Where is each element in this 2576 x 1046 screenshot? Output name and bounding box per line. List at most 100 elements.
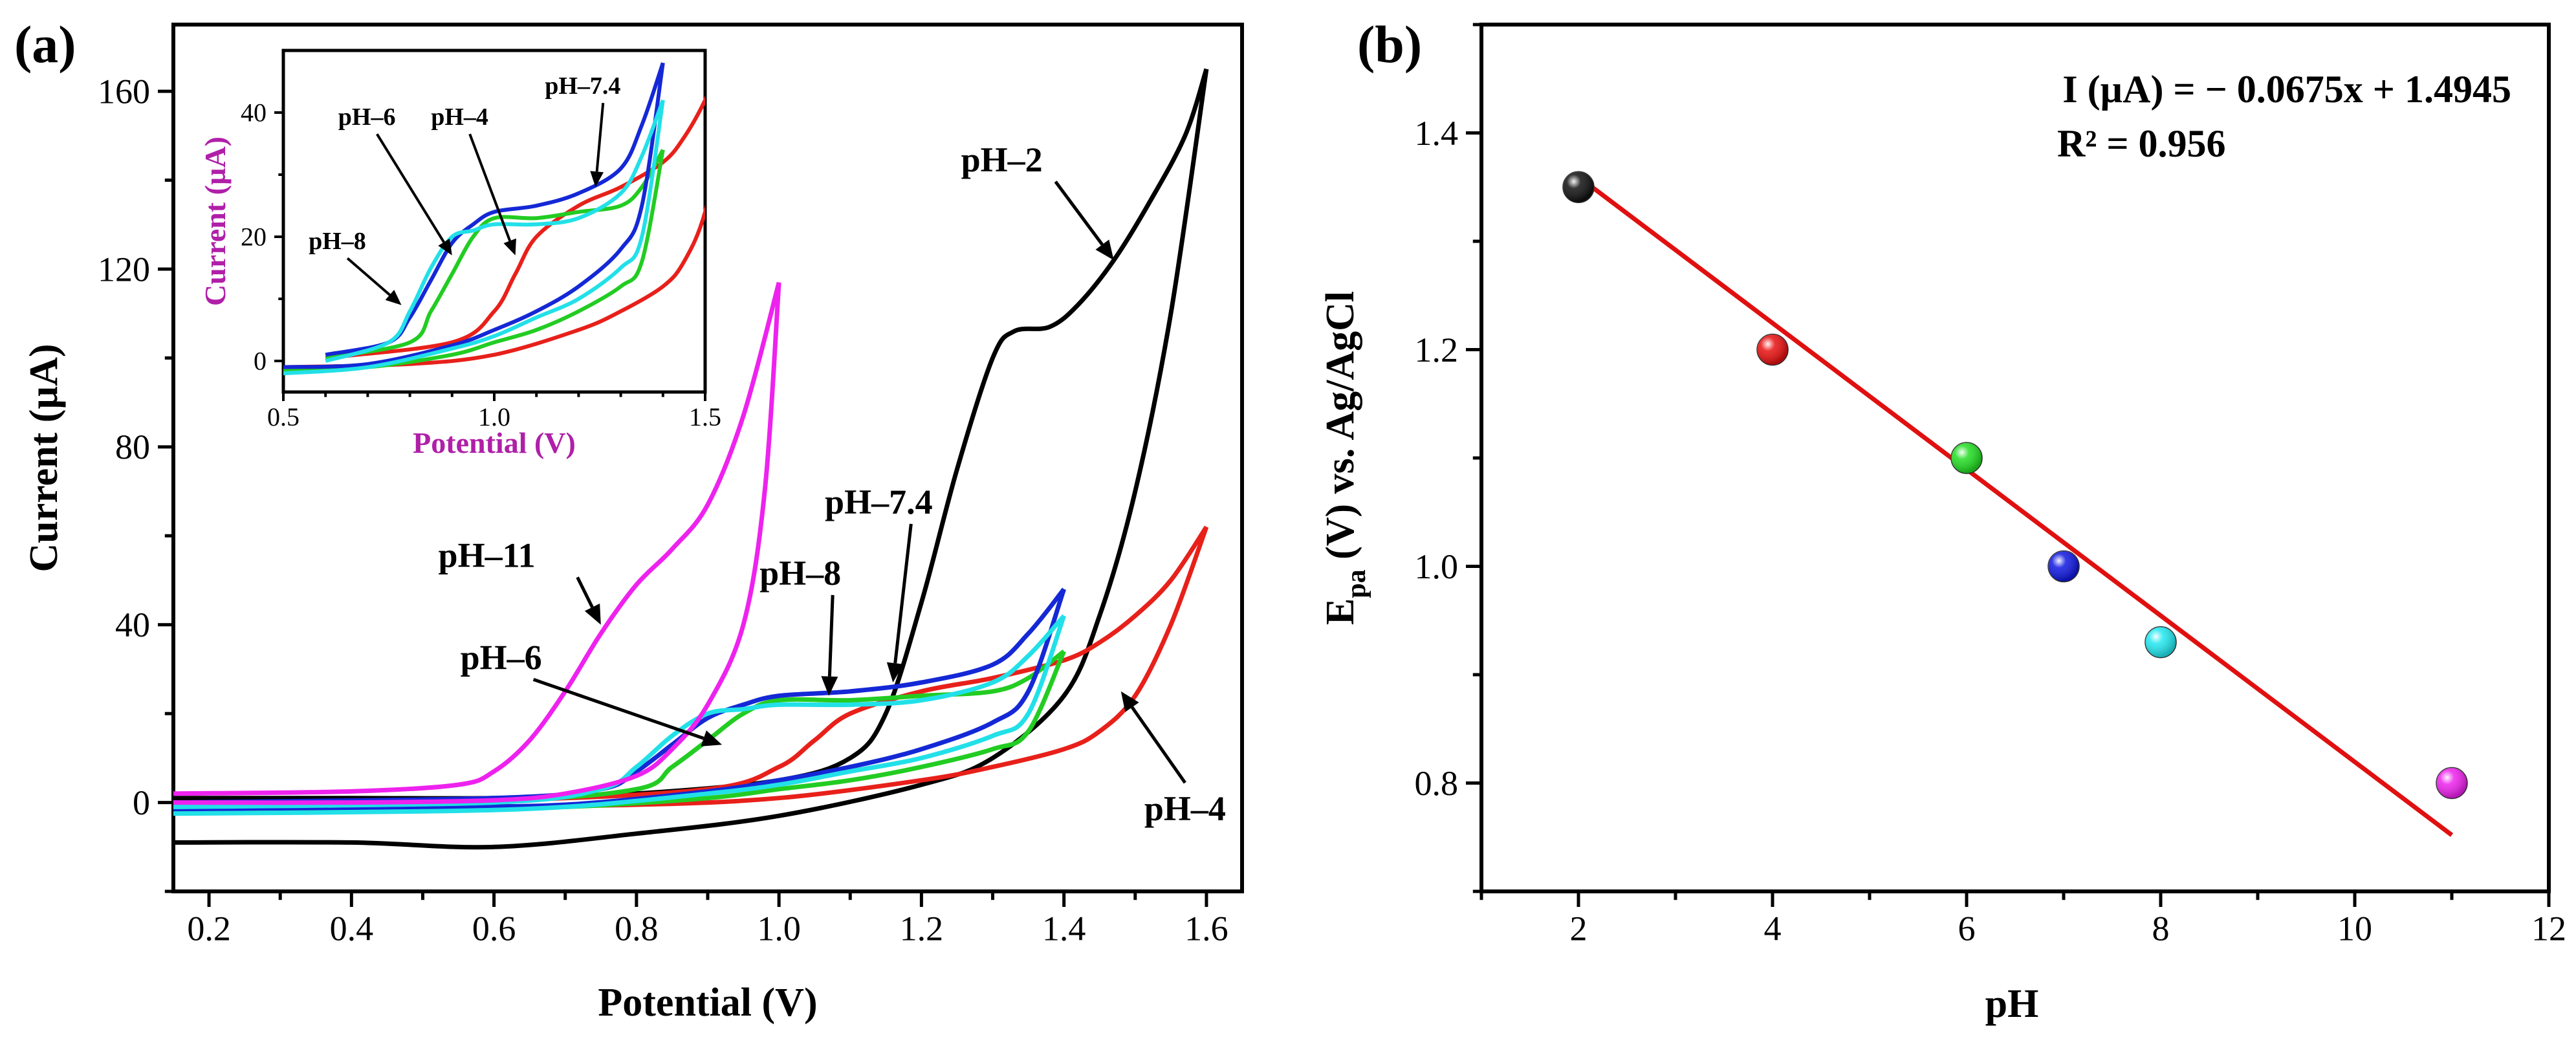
annotation-arrow-shaft: [595, 103, 605, 172]
annotation-arrow-head: [590, 171, 604, 188]
fit-equation: I (µA) = − 0.0675x + 1.4945: [2062, 68, 2511, 111]
cv-curve-pH-6-reverse: [173, 650, 1066, 814]
cv-annotation-label: pH–2: [961, 140, 1043, 179]
x-tick-label: 1.6: [1184, 909, 1228, 948]
y-tick-label: 120: [98, 250, 150, 289]
cv-curves: [173, 68, 1209, 850]
cv-annotation-label: pH–4: [1144, 789, 1226, 828]
cv-curve-pH-8-reverse: [173, 615, 1066, 816]
epa-y-label-main: E: [1318, 598, 1362, 625]
annotation-arrow-shaft: [468, 133, 512, 242]
inset-annotation-label: pH–4: [431, 104, 488, 131]
x-tick-label: 0.6: [472, 909, 516, 948]
annotation-arrow-head: [1120, 691, 1139, 712]
y-tick-label: 1.0: [1415, 547, 1459, 586]
data-point-shine: [1951, 442, 1982, 474]
inset-x-axis-label: Potential (V): [413, 426, 576, 459]
annotation-arrow-head: [438, 238, 452, 256]
cv-chart: 0.2 0.4 0.6 0.8 1.0 1.2 1.4 1.6 0 40 80 120 160 pH–2…: [22, 23, 1244, 1025]
y-tick-label: 20: [241, 223, 267, 252]
cv-y-axis-label: Current (µA): [22, 343, 66, 572]
x-tick-label: 4: [1764, 909, 1782, 948]
panel-a-label: (a): [14, 15, 76, 74]
inset-curve-pH-7.4-forward: [325, 62, 665, 357]
annotation-arrow-head: [701, 730, 723, 746]
annotation-arrow-head: [1095, 239, 1114, 261]
cv-annotations: pH–2 pH–11 pH–8 pH–7.4 pH–6 pH–4: [439, 140, 1226, 828]
cv-annotation-label: pH–11: [439, 536, 536, 574]
cv-annotation-label: pH–8: [759, 554, 841, 593]
cv-curve-pH-11-forward: [173, 281, 781, 796]
cv-curve-pH-11-reverse: [173, 282, 781, 805]
panel-b-label: (b): [1357, 15, 1422, 74]
cv-curve-pH-7.4-reverse: [173, 588, 1067, 812]
x-tick-label: 0.4: [330, 909, 374, 948]
x-tick-label: 8: [2152, 909, 2170, 948]
epa-y-label-sub: pa: [1342, 569, 1371, 598]
cv-axis-ticks: 0.2 0.4 0.6 0.8 1.0 1.2 1.4 1.6 0 40 80 120 160: [98, 72, 1228, 948]
annotation-arrow-shaft: [376, 133, 445, 243]
annotation-arrow-head: [584, 604, 601, 625]
y-tick-label: 1.4: [1415, 114, 1459, 153]
y-tick-label: 0.8: [1415, 764, 1459, 803]
x-tick-label: 1.4: [1042, 909, 1086, 948]
cv-curve-pH-4-forward: [173, 525, 1208, 805]
data-point-shine: [2436, 767, 2467, 799]
x-tick-label: 6: [1958, 909, 1976, 948]
inset-curve-pH-7.4-reverse: [283, 62, 665, 369]
fit-r-squared: R² = 0.956: [2057, 122, 2226, 165]
y-tick-label: 80: [115, 428, 150, 466]
annotation-arrow-shaft: [827, 594, 835, 677]
x-tick-label: 1.0: [478, 402, 510, 431]
epa-plot-frame: [1479, 23, 2551, 893]
inset-annotation-label: pH–6: [338, 104, 396, 131]
inset-curve-pH-8-reverse: [283, 100, 665, 376]
inset-annotation-label: pH–7.4: [545, 72, 620, 100]
inset-annotation-label: pH–8: [309, 228, 366, 255]
cv-x-axis-label: Potential (V): [598, 981, 817, 1025]
x-tick-label: 12: [2531, 909, 2566, 948]
inset-chart: 0.5 1.0 1.5 0 20 40 pH–6 pH–4 pH–7.4 pH–8 Potent…: [199, 49, 721, 459]
inset-curves: [283, 62, 705, 376]
y-tick-label: 40: [115, 605, 150, 644]
x-tick-label: 2: [1570, 909, 1588, 948]
epa-points: [1562, 171, 2468, 800]
inset-annotations: pH–6 pH–4 pH–7.4 pH–8: [309, 72, 620, 305]
annotation-arrow-shaft: [1130, 706, 1186, 784]
linear-fit: [1577, 175, 2454, 837]
fit-line: [1577, 175, 2454, 837]
epa-y-axis-label: Epa (V) vs. Ag/AgCl: [1318, 291, 1371, 625]
epa-vs-ph-chart: 2 4 6 8 10 12 0.8 1.0 1.2 1.4 I (µA) = − 0.0675x …: [1318, 23, 2566, 1026]
cv-curve-pH-4-reverse: [173, 526, 1209, 810]
annotation-arrow-head: [821, 676, 838, 696]
data-point-shine: [2048, 550, 2079, 582]
inset-y-axis-label: Current (µA): [199, 136, 232, 306]
x-tick-label: 0.5: [267, 402, 300, 431]
x-tick-label: 1.2: [900, 909, 944, 948]
y-tick-label: 160: [98, 72, 150, 111]
annotation-arrow-shaft: [1054, 180, 1104, 246]
data-point-shine: [1563, 171, 1594, 203]
x-tick-label: 0.2: [187, 909, 231, 948]
annotation-arrow-head: [385, 290, 402, 305]
inset-curve-pH-6-forward: [325, 149, 665, 360]
data-point-shine: [1757, 334, 1788, 365]
epa-axis-ticks: 2 4 6 8 10 12 0.8 1.0 1.2 1.4: [1415, 23, 2566, 948]
annotation-arrow-head: [503, 238, 516, 256]
inset-axis-ticks: 0.5 1.0 1.5 0 20 40: [241, 98, 721, 431]
cv-annotation-label: pH–6: [461, 638, 542, 677]
x-tick-label: 0.8: [615, 909, 659, 948]
data-point-shine: [2145, 626, 2176, 658]
inset-curve-pH-8-forward: [325, 99, 665, 363]
inset-curve-pH-4-forward: [325, 95, 705, 360]
y-tick-label: 0: [254, 347, 267, 376]
annotation-arrow-shaft: [346, 257, 391, 296]
x-tick-label: 1.5: [689, 402, 721, 431]
epa-x-axis-label: pH: [1985, 982, 2039, 1026]
epa-y-label-rest: (V) vs. Ag/AgCl: [1318, 291, 1362, 570]
inset-curve-pH-4-reverse: [283, 204, 705, 369]
annotation-arrow-shaft: [532, 678, 704, 740]
annotation-arrow-head: [886, 662, 904, 683]
annotation-arrow-shaft: [893, 523, 913, 664]
